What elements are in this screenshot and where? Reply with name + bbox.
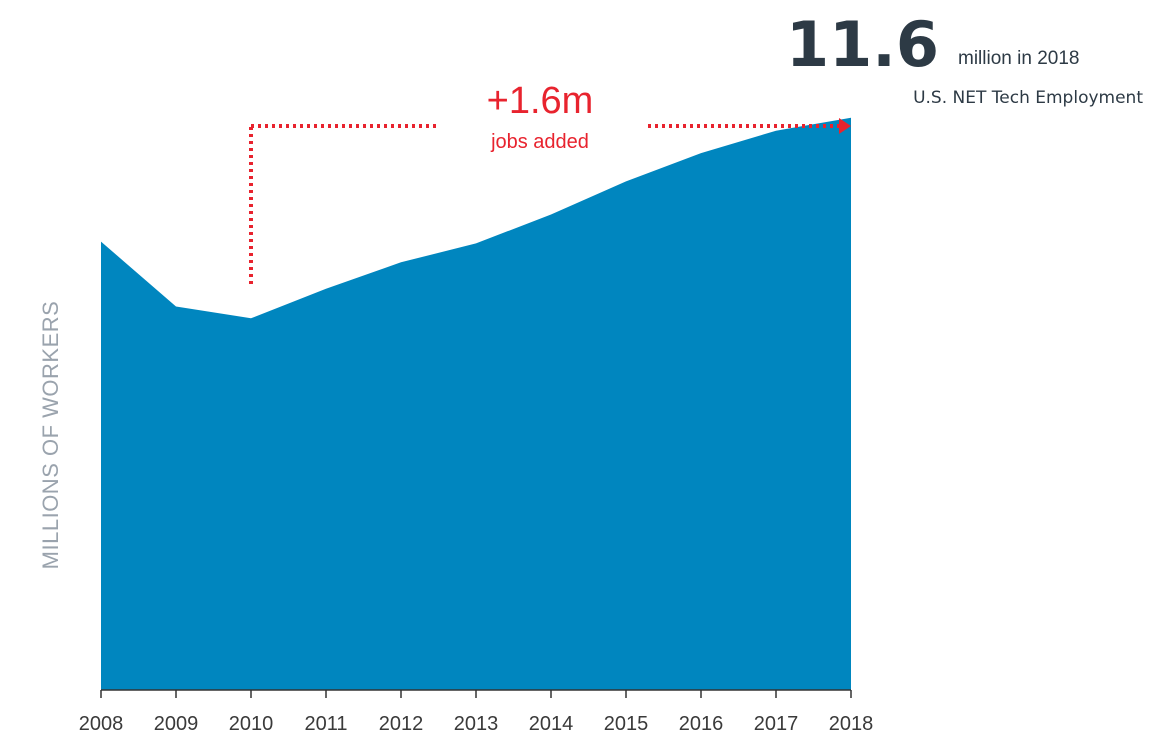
x-tick-label: 2016 — [679, 713, 724, 735]
x-tick-label: 2017 — [754, 713, 799, 735]
x-tick-label: 2018 — [829, 713, 874, 735]
x-tick-label: 2011 — [304, 713, 347, 735]
growth-value: +1.6m — [487, 80, 594, 122]
x-tick-label: 2009 — [154, 713, 199, 735]
growth-caption: jobs added — [490, 131, 589, 153]
headline-caption: U.S. NET Tech Employment — [913, 88, 1143, 108]
x-axis: 2008 2009 2010 2011 2012 2013 2014 2015 2016 2017… — [79, 689, 874, 735]
area-layer — [101, 117, 851, 690]
headline-number: 11.6 — [786, 8, 939, 81]
x-tick-label: 2008 — [79, 713, 124, 735]
x-tick-label: 2010 — [229, 713, 274, 735]
growth-annotation: +1.6m jobs added — [249, 80, 851, 284]
y-axis-label: MILLIONS OF WORKERS — [38, 301, 63, 570]
area-series — [101, 117, 851, 690]
x-tick-label: 2012 — [379, 713, 424, 735]
x-tick-label: 2014 — [529, 713, 574, 735]
headline: 11.6 million in 2018 U.S. NET Tech Emplo… — [786, 8, 1143, 108]
x-tick-label: 2013 — [454, 713, 499, 735]
annotation-arrowhead — [839, 118, 851, 134]
headline-unit: million in 2018 — [958, 48, 1079, 69]
x-tick-label: 2015 — [604, 713, 649, 735]
